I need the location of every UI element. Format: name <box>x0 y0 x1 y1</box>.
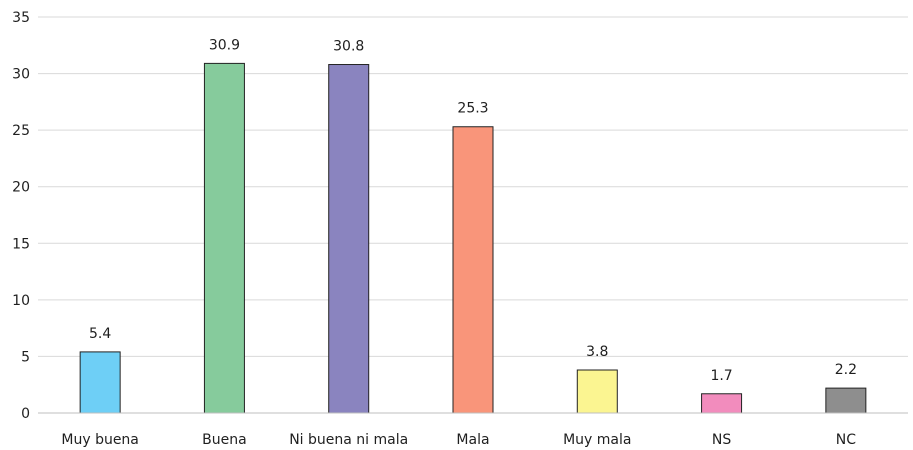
category-label-6: NC <box>836 432 856 448</box>
category-label-1: Buena <box>202 432 247 448</box>
value-label-1: 30.9 <box>209 37 240 53</box>
bars <box>79 62 867 414</box>
category-label-4: Muy mala <box>563 432 631 448</box>
bar-0 <box>79 351 121 414</box>
bar-1 <box>203 62 245 414</box>
value-label-5: 1.7 <box>710 368 732 384</box>
value-label-2: 30.8 <box>333 39 364 55</box>
bar-5 <box>701 393 743 414</box>
y-tick-label-30: 30 <box>12 67 30 83</box>
value-labels: 5.4 30.9 30.8 25.3 3.8 1.7 2.2 <box>89 37 857 383</box>
y-tick-label-15: 15 <box>12 236 30 252</box>
category-label-0: Muy buena <box>61 432 139 448</box>
value-label-4: 3.8 <box>586 344 608 360</box>
y-tick-label-20: 20 <box>12 180 30 196</box>
y-tick-label-35: 35 <box>12 10 30 26</box>
y-tick-label-5: 5 <box>21 349 30 365</box>
y-tick-label-0: 0 <box>21 406 30 422</box>
value-label-0: 5.4 <box>89 326 111 342</box>
y-tick-label-10: 10 <box>12 293 30 309</box>
category-label-2: Ni buena ni mala <box>289 432 408 448</box>
category-label-5: NS <box>712 432 731 448</box>
bar-4 <box>576 369 618 414</box>
value-label-3: 25.3 <box>457 101 488 117</box>
value-label-6: 2.2 <box>835 362 857 378</box>
bar-3 <box>452 126 494 414</box>
bar-6 <box>825 387 867 414</box>
y-axis-ticks: 0 5 10 15 20 25 30 35 <box>12 10 30 422</box>
x-axis-labels: Muy buena Buena Ni buena ni mala Mala Muy ma… <box>61 432 856 448</box>
y-tick-label-25: 25 <box>12 123 30 139</box>
category-label-3: Mala <box>456 432 489 448</box>
bar-2 <box>328 64 370 414</box>
